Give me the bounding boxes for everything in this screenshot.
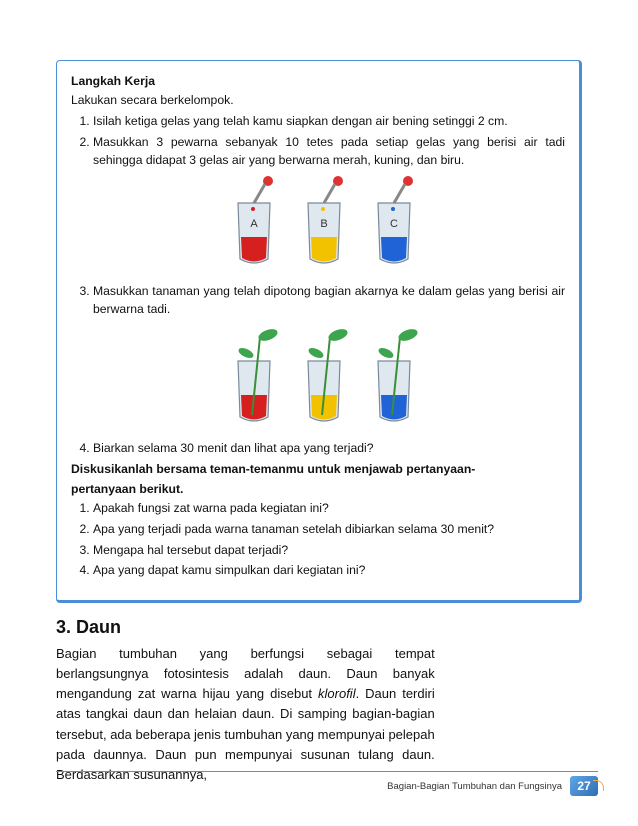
step-3: Masukkan tanaman yang telah dipotong bag… <box>93 283 565 318</box>
question-2: Apa yang terjadi pada warna tanaman sete… <box>93 521 565 539</box>
page-footer: Bagian-Bagian Tumbuhan dan Fungsinya 27 <box>56 771 598 796</box>
svg-text:A: A <box>250 218 258 230</box>
question-4: Apa yang dapat kamu simpulkan dari kegia… <box>93 562 565 580</box>
illustration-glasses-plants <box>71 325 565 431</box>
steps-list-a: Isilah ketiga gelas yang telah kamu siap… <box>71 113 565 169</box>
svg-text:C: C <box>390 218 398 230</box>
section-body: Bagian tumbuhan yang berfungsi sebagai t… <box>56 644 435 785</box>
question-3: Mengapa hal tersebut dapat terjadi? <box>93 542 565 560</box>
steps-list-b: Masukkan tanaman yang telah dipotong bag… <box>71 283 565 318</box>
step-4: Biarkan selama 30 menit dan lihat apa ya… <box>93 440 565 458</box>
question-1: Apakah fungsi zat warna pada kegiatan in… <box>93 500 565 518</box>
illustration-glasses-droppers: A B C <box>71 175 565 273</box>
steps-list-c: Biarkan selama 30 menit dan lihat apa ya… <box>71 440 565 458</box>
activity-intro: Lakukan secara berkelompok. <box>71 92 565 110</box>
discuss-line-1: Diskusikanlah bersama teman-temanmu untu… <box>71 461 565 479</box>
chapter-label: Bagian-Bagian Tumbuhan dan Fungsinya <box>387 781 562 792</box>
step-1: Isilah ketiga gelas yang telah kamu siap… <box>93 113 565 131</box>
page-number: 27 <box>570 776 598 796</box>
svg-text:B: B <box>320 218 327 230</box>
activity-heading: Langkah Kerja <box>71 73 565 91</box>
section-title: 3. Daun <box>56 617 582 638</box>
questions-list: Apakah fungsi zat warna pada kegiatan in… <box>71 500 565 580</box>
step-2: Masukkan 3 pewarna sebanyak 10 tetes pad… <box>93 134 565 169</box>
activity-box: Langkah Kerja Lakukan secara berkelompok… <box>56 60 582 603</box>
discuss-line-2: pertanyaan berikut. <box>71 481 565 499</box>
